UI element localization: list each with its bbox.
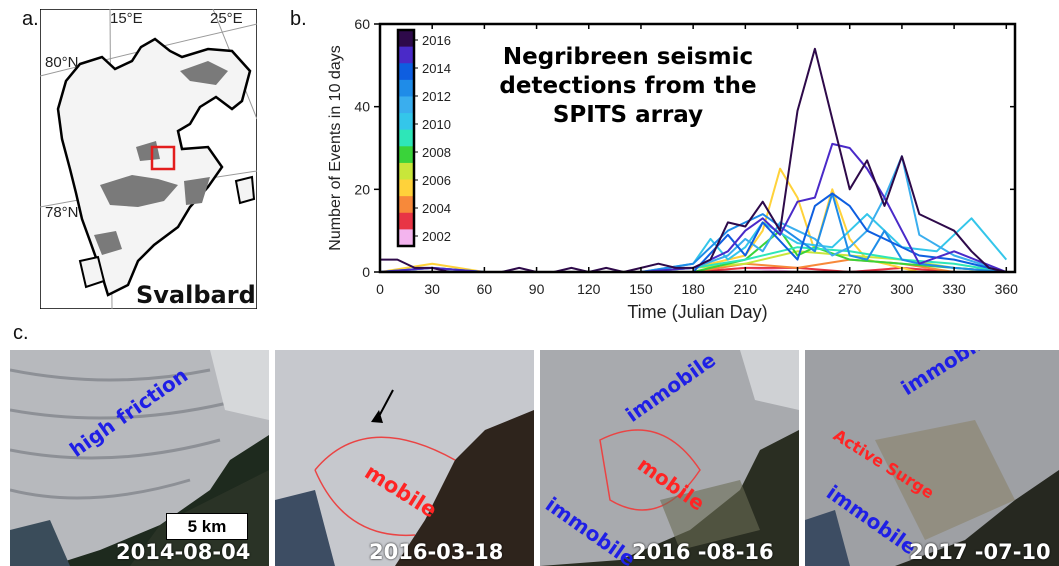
colorbar-tick-label: 2002 bbox=[422, 229, 451, 244]
date-label-4: 2017 -07-10 bbox=[909, 540, 1051, 564]
x-tick-label: 0 bbox=[376, 281, 384, 297]
x-tick-label: 240 bbox=[786, 281, 810, 297]
x-tick-label: 60 bbox=[477, 281, 493, 297]
colorbar-tick-label: 2006 bbox=[422, 173, 451, 188]
lat-label-80n: 80°N bbox=[45, 54, 79, 71]
x-tick-label: 180 bbox=[681, 281, 705, 297]
y-tick-label: 20 bbox=[354, 181, 370, 197]
x-tick-label: 30 bbox=[424, 281, 440, 297]
x-tick-label: 330 bbox=[942, 281, 966, 297]
x-tick-label: 360 bbox=[995, 281, 1019, 297]
x-tick-label: 120 bbox=[577, 281, 601, 297]
lon-label-25e: 25°E bbox=[210, 10, 243, 27]
x-tick-label: 270 bbox=[838, 281, 862, 297]
panel-label-a: a. bbox=[22, 8, 39, 30]
date-label-1: 2014-08-04 bbox=[116, 540, 251, 564]
date-label-2: 2016-03-18 bbox=[369, 540, 504, 564]
chart-title-line-3: SPITS array bbox=[553, 102, 703, 128]
x-tick-label: 150 bbox=[629, 281, 653, 297]
x-axis-label: Time (Julian Day) bbox=[627, 302, 767, 322]
satellite-image-2 bbox=[275, 350, 534, 566]
panel-label-c: c. bbox=[13, 322, 29, 344]
colorbar-tick-label: 2008 bbox=[422, 145, 451, 160]
satellite-panel-1: high friction 5 km 2014-08-04 bbox=[10, 350, 269, 566]
colorbar-segment bbox=[398, 196, 414, 214]
colorbar-tick-label: 2016 bbox=[422, 33, 451, 48]
colorbar-segment bbox=[398, 212, 414, 230]
svalbard-land bbox=[56, 37, 256, 297]
y-tick-label: 0 bbox=[362, 264, 370, 280]
colorbar-segment bbox=[398, 63, 414, 81]
satellite-image-4 bbox=[805, 350, 1059, 566]
series-line-2012 bbox=[380, 155, 1007, 273]
satellite-image-3 bbox=[540, 350, 799, 566]
chart-title-line-1: Negribreen seismic bbox=[503, 44, 753, 70]
colorbar-segment bbox=[398, 96, 414, 114]
panel-label-b: b. bbox=[290, 8, 307, 30]
colorbar-segment bbox=[398, 79, 414, 97]
colorbar-tick-label: 2004 bbox=[422, 201, 451, 216]
colorbar-segment bbox=[398, 229, 414, 247]
seismic-chart: 0 30 60 90 120 150 180 210 240 270 300 330 360 0 20 40 6… bbox=[327, 16, 1019, 322]
colorbar-segment bbox=[398, 129, 414, 147]
colorbar-tick-label: 2012 bbox=[422, 89, 451, 104]
colorbar-segment bbox=[398, 179, 414, 197]
colorbar-segment bbox=[398, 146, 414, 164]
scale-bar: 5 km bbox=[166, 513, 248, 540]
colorbar-segment bbox=[398, 162, 414, 181]
satellite-panel-3: immobile mobile immobile 2016 -08-16 bbox=[540, 350, 799, 566]
colorbar-segment bbox=[398, 30, 414, 48]
x-tick-label: 210 bbox=[734, 281, 758, 297]
lon-label-15e: 15°E bbox=[110, 10, 143, 27]
plot-frame bbox=[378, 22, 1017, 274]
colorbar-segment bbox=[398, 113, 414, 131]
colorbar-tick-label: 2010 bbox=[422, 117, 451, 132]
x-tick-label: 300 bbox=[890, 281, 914, 297]
series-line-2006 bbox=[379, 167, 1007, 273]
x-tick-label: 90 bbox=[529, 281, 545, 297]
y-tick-label: 60 bbox=[354, 16, 370, 32]
svalbard-map: 15°E 25°E 80°N 78°N Svalbard bbox=[40, 9, 257, 309]
y-axis-label: Number of Events in 10 days bbox=[327, 45, 344, 250]
date-label-3: 2016 -08-16 bbox=[632, 540, 774, 564]
y-tick-label: 40 bbox=[354, 99, 370, 115]
map-place-name: Svalbard bbox=[136, 281, 256, 309]
chart-title-line-2: detections from the bbox=[499, 73, 756, 99]
satellite-panel-2: mobile 2016-03-18 bbox=[275, 350, 534, 566]
colorbar-tick-label: 2014 bbox=[422, 61, 451, 76]
year-colorbar: 2016 2014 2012 2010 2008 2006 2004 2002 bbox=[396, 28, 451, 248]
satellite-panel-4: immobile Active Surge immobile 2017 -07-… bbox=[805, 350, 1059, 566]
chart-title: Negribreen seismic detections from the S… bbox=[499, 44, 756, 128]
colorbar-segment bbox=[398, 46, 414, 64]
study-area-box bbox=[150, 145, 176, 171]
lat-label-78n: 78°N bbox=[45, 204, 79, 221]
colorbar-frame bbox=[396, 28, 416, 248]
